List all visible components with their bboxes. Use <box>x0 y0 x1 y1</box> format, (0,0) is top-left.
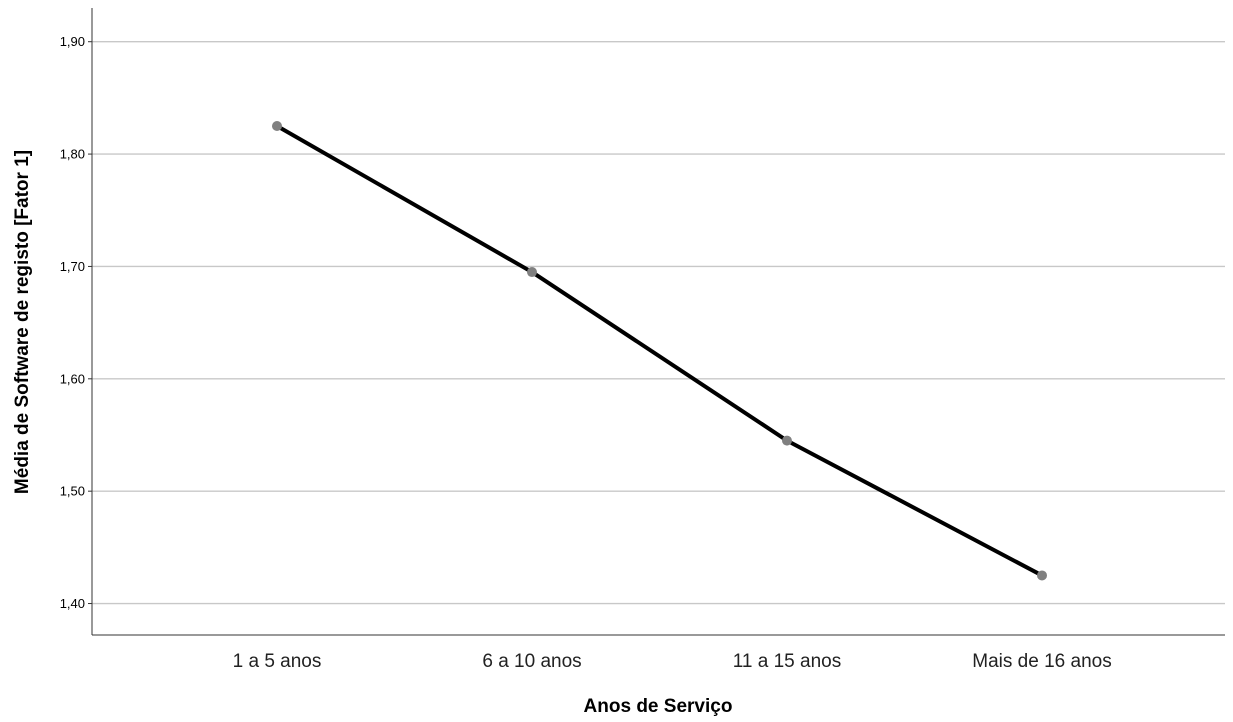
x-axis-ticks: 1 a 5 anos 6 a 10 anos 11 a 15 anos Mais de… <box>233 651 1112 672</box>
series-markers <box>272 120 1047 581</box>
data-point <box>1037 570 1047 581</box>
x-tick-label: 6 a 10 anos <box>482 651 581 672</box>
x-tick-label: 1 a 5 anos <box>233 651 322 672</box>
x-tick-label: Mais de 16 anos <box>972 651 1111 672</box>
data-point <box>527 267 537 278</box>
y-tick-label: 1,40 <box>60 596 85 611</box>
y-tick-label: 1,70 <box>60 259 85 274</box>
y-axis-title: Média de Software de registo [Fator 1] <box>12 150 33 494</box>
axes <box>91 8 1225 636</box>
y-tick-label: 1,60 <box>60 371 85 386</box>
series-line-path <box>275 123 1044 578</box>
data-point <box>272 120 282 131</box>
x-tick-label: 11 a 15 anos <box>733 651 841 672</box>
grid-lines <box>92 41 1225 605</box>
y-axis-ticks: 1,90 1,80 1,70 1,60 1,50 1,40 <box>60 34 92 611</box>
data-point <box>782 435 792 446</box>
series-line <box>275 123 1044 578</box>
x-axis-title: Anos de Serviço <box>584 696 733 717</box>
y-tick-label: 1,50 <box>60 484 85 499</box>
y-tick-label: 1,80 <box>60 147 85 162</box>
y-tick-label: 1,90 <box>60 34 85 49</box>
